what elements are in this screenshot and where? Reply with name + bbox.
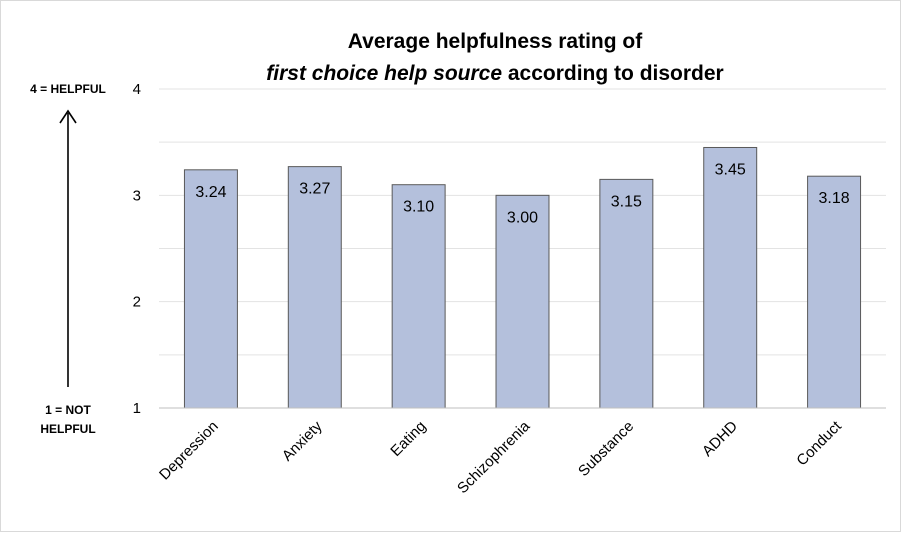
- y-tick-label: 4: [133, 81, 141, 98]
- data-label: 3.10: [403, 199, 434, 216]
- x-tick-label: Depression: [156, 418, 222, 484]
- scale-arrow-head: [59, 109, 77, 124]
- bottom-scale-label-line2: HELPFUL: [40, 422, 95, 436]
- chart-title-italic: first choice help source: [266, 62, 502, 85]
- y-tick-label: 3: [133, 187, 141, 204]
- data-label: 3.45: [715, 161, 746, 178]
- x-tick-label: Eating: [387, 418, 429, 460]
- chart-title-line2: first choice help source according to di…: [266, 62, 723, 85]
- y-tick-label: 1: [133, 400, 141, 417]
- x-axis-categories: Depression Anxiety Eating Schizophrenia Subs…: [156, 417, 845, 497]
- bottom-scale-label-line1: 1 = NOT: [45, 403, 91, 417]
- chart-title-rest: according to disorder: [502, 62, 724, 85]
- top-scale-label: 4 = HELPFUL: [30, 82, 106, 96]
- data-label: 3.15: [611, 193, 642, 210]
- y-axis-ticks: 1 2 3 4: [133, 81, 141, 417]
- chart-title-line1: Average helpfulness rating of: [348, 30, 643, 53]
- bar-conduct: [807, 175, 862, 409]
- data-label: 3.27: [299, 181, 330, 198]
- bar-anxiety: [287, 166, 342, 409]
- x-tick-label: Anxiety: [279, 417, 326, 464]
- bars: [183, 146, 862, 409]
- bar-eating: [391, 184, 446, 409]
- y-tick-label: 2: [133, 294, 141, 311]
- bar-schizophrenia: [495, 194, 550, 409]
- data-label: 3.00: [507, 209, 538, 226]
- x-tick-label: ADHD: [699, 418, 741, 460]
- bar-substance: [599, 178, 654, 409]
- x-tick-label: Conduct: [793, 417, 845, 469]
- x-tick-label: Substance: [575, 418, 637, 480]
- data-label: 3.18: [819, 190, 850, 207]
- data-labels: 3.24 3.27 3.10 3.00 3.15 3.45 3.18: [195, 161, 849, 226]
- x-tick-label: Schizophrenia: [454, 417, 534, 497]
- data-label: 3.24: [195, 184, 226, 201]
- bar-depression: [183, 169, 238, 409]
- bar-adhd: [703, 146, 758, 409]
